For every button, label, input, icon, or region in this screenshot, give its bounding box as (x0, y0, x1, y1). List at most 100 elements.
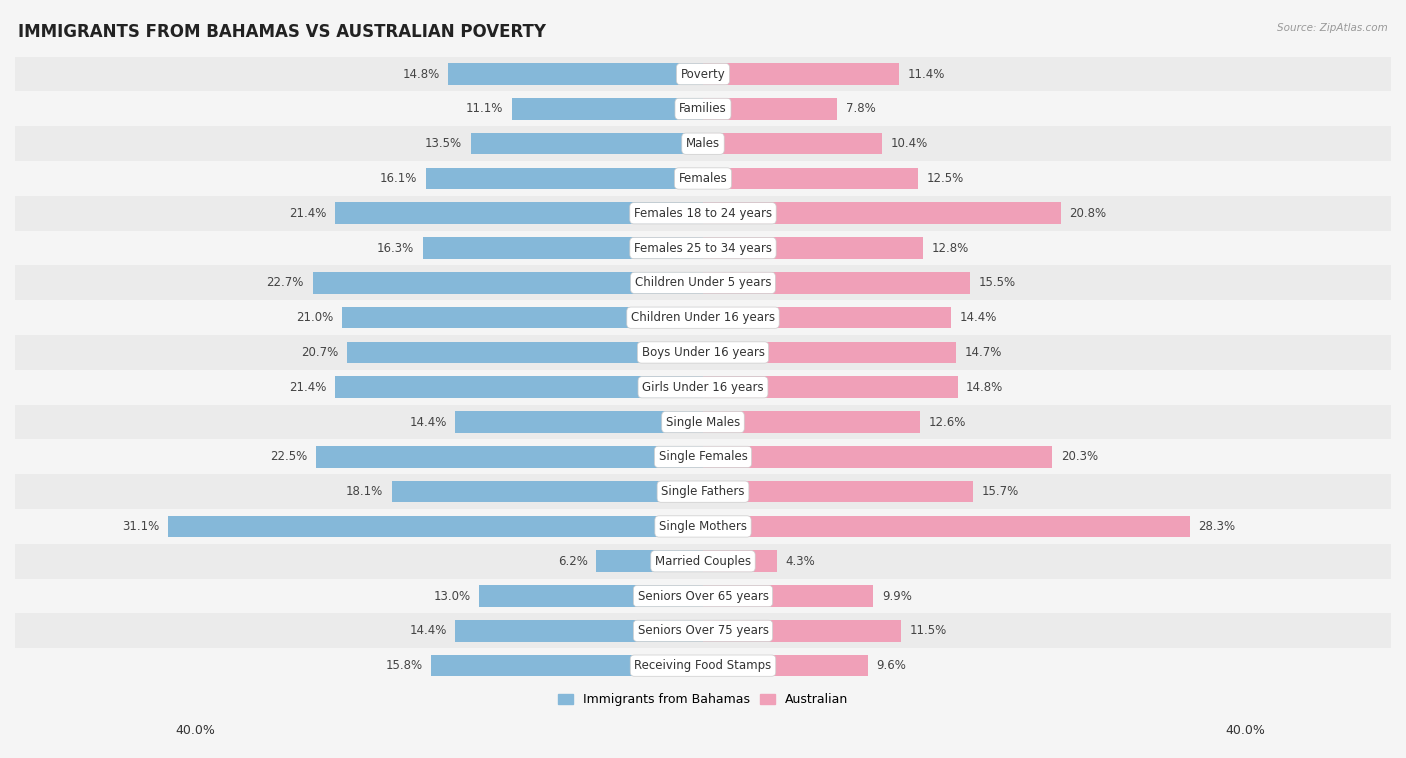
Text: Single Mothers: Single Mothers (659, 520, 747, 533)
Bar (15, 578, 1391, 613)
Text: 11.1%: 11.1% (467, 102, 503, 115)
Text: 28.3%: 28.3% (1198, 520, 1236, 533)
Text: 40.0%: 40.0% (1226, 724, 1265, 737)
Text: 21.0%: 21.0% (295, 312, 333, 324)
Text: 12.8%: 12.8% (932, 242, 969, 255)
Bar (456, 620, 703, 641)
Bar (426, 168, 703, 190)
Text: IMMIGRANTS FROM BAHAMAS VS AUSTRALIAN POVERTY: IMMIGRANTS FROM BAHAMAS VS AUSTRALIAN PO… (18, 23, 547, 41)
Text: 6.2%: 6.2% (558, 555, 588, 568)
Text: 22.5%: 22.5% (270, 450, 308, 463)
Bar (703, 585, 873, 607)
Text: Married Couples: Married Couples (655, 555, 751, 568)
Bar (703, 550, 778, 572)
Text: 13.5%: 13.5% (425, 137, 463, 150)
Text: 40.0%: 40.0% (176, 724, 215, 737)
Text: 14.4%: 14.4% (959, 312, 997, 324)
Bar (703, 98, 837, 120)
Text: 11.5%: 11.5% (910, 625, 946, 637)
Text: 18.1%: 18.1% (346, 485, 382, 498)
Bar (15, 405, 1391, 440)
Text: Receiving Food Stamps: Receiving Food Stamps (634, 659, 772, 672)
Bar (15, 440, 1391, 475)
Bar (15, 92, 1391, 127)
Bar (703, 168, 918, 190)
Bar (703, 64, 898, 85)
Text: 14.4%: 14.4% (409, 415, 447, 428)
Bar (703, 272, 970, 293)
Bar (312, 272, 703, 293)
Text: 31.1%: 31.1% (122, 520, 159, 533)
Bar (471, 133, 703, 155)
Text: Families: Families (679, 102, 727, 115)
Bar (15, 648, 1391, 683)
Text: Single Females: Single Females (658, 450, 748, 463)
Text: 14.8%: 14.8% (966, 381, 1004, 393)
Bar (15, 613, 1391, 648)
Text: 14.8%: 14.8% (402, 67, 440, 80)
Text: Seniors Over 65 years: Seniors Over 65 years (637, 590, 769, 603)
Text: Females: Females (679, 172, 727, 185)
Bar (15, 230, 1391, 265)
Text: 12.6%: 12.6% (928, 415, 966, 428)
Bar (15, 543, 1391, 578)
Bar (703, 307, 950, 328)
Text: 9.9%: 9.9% (882, 590, 911, 603)
Text: 20.7%: 20.7% (301, 346, 339, 359)
Text: Children Under 5 years: Children Under 5 years (634, 277, 772, 290)
Text: 15.7%: 15.7% (981, 485, 1019, 498)
Text: 16.3%: 16.3% (377, 242, 413, 255)
Bar (15, 196, 1391, 230)
Text: 15.5%: 15.5% (979, 277, 1015, 290)
Bar (703, 412, 920, 433)
Text: 9.6%: 9.6% (877, 659, 907, 672)
Bar (15, 265, 1391, 300)
Text: Males: Males (686, 137, 720, 150)
Bar (15, 370, 1391, 405)
Text: 7.8%: 7.8% (846, 102, 876, 115)
Bar (423, 237, 703, 259)
Text: 16.1%: 16.1% (380, 172, 418, 185)
Bar (449, 64, 703, 85)
Text: Girls Under 16 years: Girls Under 16 years (643, 381, 763, 393)
Bar (703, 377, 957, 398)
Bar (703, 342, 956, 363)
Text: 11.4%: 11.4% (908, 67, 945, 80)
Bar (15, 300, 1391, 335)
Text: 10.4%: 10.4% (890, 137, 928, 150)
Text: 14.4%: 14.4% (409, 625, 447, 637)
Text: Seniors Over 75 years: Seniors Over 75 years (637, 625, 769, 637)
Text: Single Males: Single Males (666, 415, 740, 428)
Bar (347, 342, 703, 363)
Text: 12.5%: 12.5% (927, 172, 965, 185)
Bar (596, 550, 703, 572)
Bar (703, 202, 1060, 224)
Bar (316, 446, 703, 468)
Bar (15, 161, 1391, 196)
Text: 20.3%: 20.3% (1060, 450, 1098, 463)
Bar (335, 377, 703, 398)
Text: 14.7%: 14.7% (965, 346, 1002, 359)
Bar (169, 515, 703, 537)
Bar (703, 133, 882, 155)
Bar (456, 412, 703, 433)
Bar (342, 307, 703, 328)
Bar (15, 475, 1391, 509)
Bar (512, 98, 703, 120)
Bar (703, 446, 1052, 468)
Bar (392, 481, 703, 503)
Text: 21.4%: 21.4% (290, 207, 326, 220)
Bar (479, 585, 703, 607)
Text: Females 18 to 24 years: Females 18 to 24 years (634, 207, 772, 220)
Text: Boys Under 16 years: Boys Under 16 years (641, 346, 765, 359)
Bar (703, 655, 868, 676)
Text: Source: ZipAtlas.com: Source: ZipAtlas.com (1277, 23, 1388, 33)
Bar (703, 481, 973, 503)
Bar (703, 515, 1189, 537)
Text: 15.8%: 15.8% (385, 659, 423, 672)
Text: 4.3%: 4.3% (786, 555, 815, 568)
Text: Poverty: Poverty (681, 67, 725, 80)
Text: Females 25 to 34 years: Females 25 to 34 years (634, 242, 772, 255)
Legend: Immigrants from Bahamas, Australian: Immigrants from Bahamas, Australian (553, 688, 853, 711)
Text: Single Fathers: Single Fathers (661, 485, 745, 498)
